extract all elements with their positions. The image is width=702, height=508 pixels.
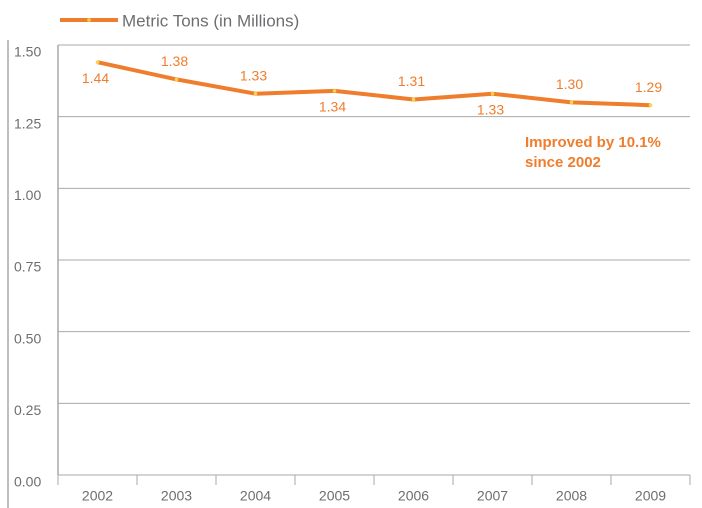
- data-label: 1.38: [161, 53, 188, 69]
- data-label: 1.33: [240, 67, 267, 83]
- point: [411, 97, 416, 102]
- data-label: 1.29: [635, 79, 662, 95]
- x-tick-label: 2006: [398, 488, 429, 504]
- x-tick-label: 2004: [240, 488, 271, 504]
- legend-marker: [87, 18, 91, 22]
- y-tick-label: 0.00: [14, 474, 41, 490]
- x-tick-label: 2003: [161, 488, 192, 504]
- point: [174, 77, 179, 82]
- legend-label: Metric Tons (in Millions): [122, 11, 299, 30]
- annotation: Improved by 10.1%: [525, 134, 661, 151]
- y-tick-label: 1.50: [14, 44, 41, 60]
- y-tick-label: 1.00: [14, 187, 41, 203]
- data-label: 1.33: [477, 101, 504, 117]
- point: [569, 100, 574, 105]
- y-tick-label: 0.50: [14, 330, 41, 346]
- data-label: 1.44: [82, 70, 109, 86]
- point: [648, 103, 653, 107]
- data-label: 1.30: [556, 76, 583, 92]
- x-tick-label: 2005: [319, 488, 350, 504]
- x-tick-label: 2008: [556, 488, 587, 504]
- data-label: 1.34: [319, 99, 346, 115]
- line: [97, 60, 651, 108]
- y-tick-label: 0.75: [14, 259, 41, 275]
- point: [253, 91, 258, 96]
- x-tick-label: 2002: [82, 488, 113, 504]
- point: [95, 60, 100, 64]
- point: [332, 89, 337, 93]
- x-tick-label: 2009: [635, 488, 666, 504]
- data-label: 1.31: [398, 73, 425, 89]
- y-tick-label: 0.25: [14, 402, 41, 418]
- point: [490, 91, 495, 96]
- annotation: since 2002: [525, 154, 601, 171]
- x-tick-label: 2007: [477, 488, 508, 504]
- y-tick-label: 1.25: [14, 115, 41, 131]
